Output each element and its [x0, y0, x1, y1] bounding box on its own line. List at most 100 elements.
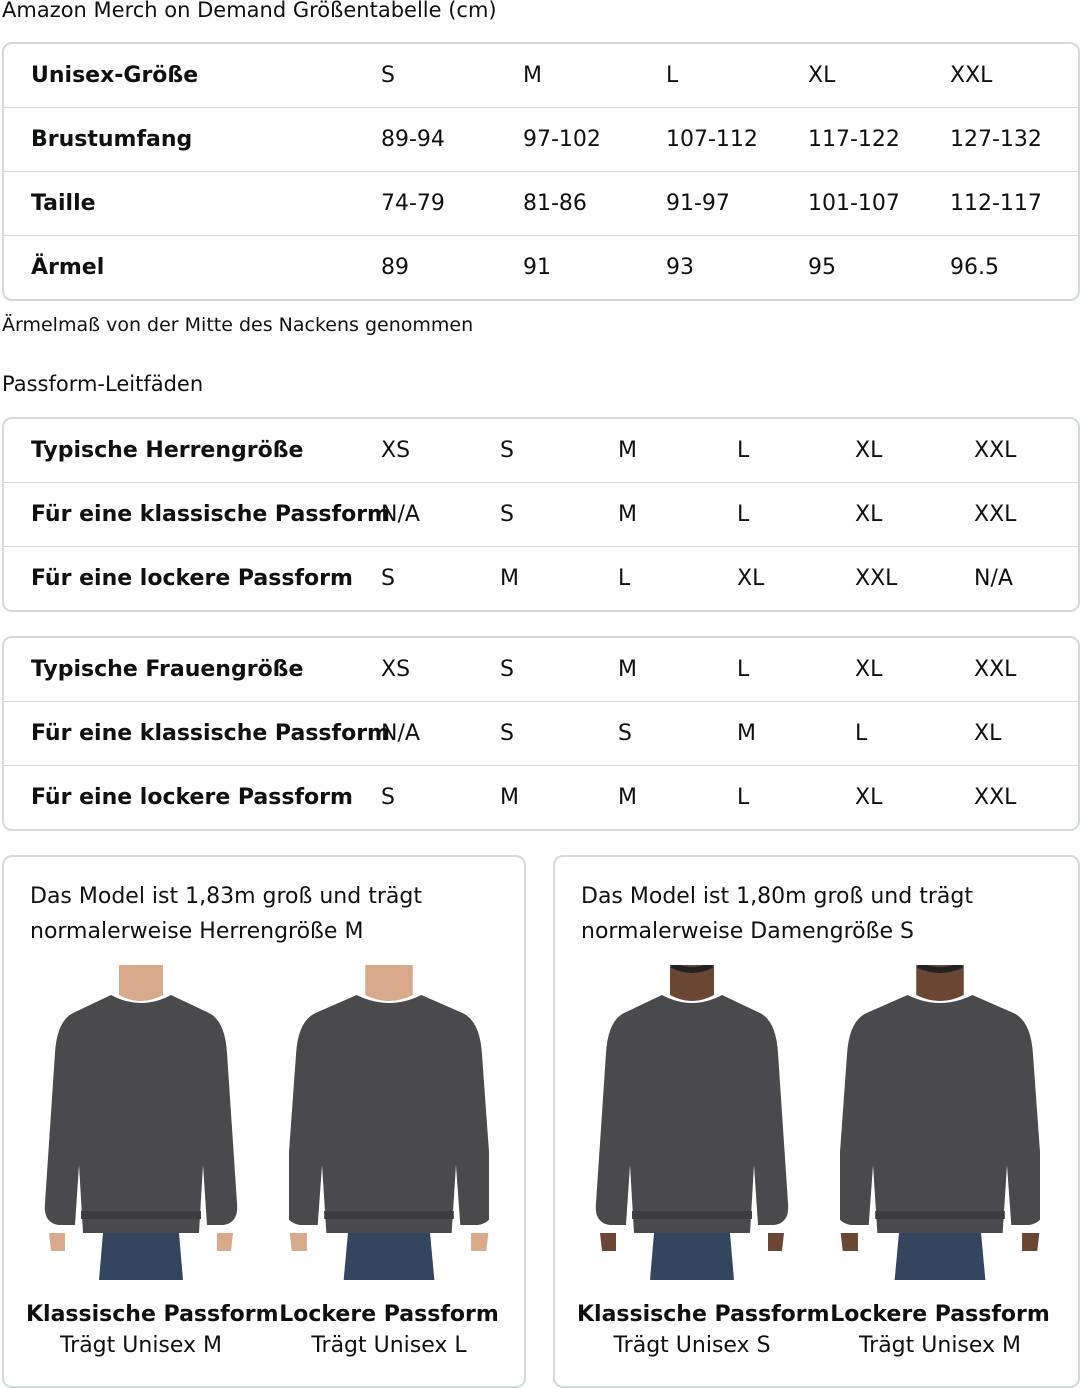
table-cell: 101-107 [808, 191, 900, 216]
row-label: Typische Frauengröße [31, 657, 304, 682]
table-cell: S [500, 502, 514, 527]
row-label: Unisex-Größe [31, 63, 199, 88]
table-cell: XL [855, 657, 883, 682]
fit-subtitle: Trägt Unisex M [59, 1333, 223, 1358]
table-cell: L [737, 785, 750, 810]
fit-subtitle: Trägt Unisex L [311, 1333, 467, 1358]
model-photo [595, 965, 789, 1280]
table-cell: S [500, 721, 514, 746]
table-cell: XS [381, 438, 411, 463]
description-line: normalerweise Herrengröße M [30, 919, 364, 944]
table-cell: L [855, 721, 868, 746]
table-cell: 107-112 [666, 127, 758, 152]
table-cell: XL [855, 785, 883, 810]
table-cell: 127-132 [950, 127, 1042, 152]
table-cell: XL [855, 438, 883, 463]
model-description: Das Model ist 1,83m groß und trägt normal… [30, 879, 500, 949]
table-cell: S [381, 566, 395, 591]
model-photo [289, 965, 489, 1280]
row-label: Typische Herrengröße [31, 438, 304, 463]
model-photo [44, 965, 238, 1280]
table-cell: XXL [974, 438, 1017, 463]
table-cell: XXL [974, 657, 1017, 682]
table-cell: XXL [974, 785, 1017, 810]
table-cell: L [737, 657, 750, 682]
table-cell: S [500, 657, 514, 682]
table-cell: S [381, 785, 395, 810]
row-label: Für eine klassische Passform [31, 502, 390, 527]
row-label: Für eine klassische Passform [31, 721, 390, 746]
table-row: Typische Herrengröße XS S M L XL XXL [4, 419, 1078, 482]
table-cell: L [666, 63, 679, 88]
table-cell: N/A [381, 502, 420, 527]
row-label: Brustumfang [31, 127, 193, 152]
fit-title: Lockere Passform [279, 1302, 499, 1327]
table-cell: M [523, 63, 542, 88]
table-row: Taille 74-79 81-86 91-97 101-107 112-117 [4, 171, 1078, 235]
table-cell: 93 [666, 255, 694, 280]
table-cell: M [500, 566, 519, 591]
model-photo [840, 965, 1040, 1280]
table-cell: 89-94 [381, 127, 445, 152]
row-label: Für eine lockere Passform [31, 785, 353, 810]
size-table: Unisex-Größe S M L XL XXL Brustumfang 89-94 97-1… [2, 42, 1080, 301]
table-cell: L [737, 502, 750, 527]
table-cell: M [618, 438, 637, 463]
table-cell: XL [808, 63, 836, 88]
table-cell: 112-117 [950, 191, 1042, 216]
fit-heading: Passform-Leitfäden [2, 372, 204, 396]
table-row: Für eine lockere Passform S M L XL XXL N/A [4, 546, 1078, 610]
table-cell: 117-122 [808, 127, 900, 152]
women-fit-table: Typische Frauengröße XS S M L XL XXL Für eine k… [2, 636, 1080, 831]
table-row: Ärmel 89 91 93 95 96.5 [4, 235, 1078, 299]
fit-title: Klassische Passform [577, 1302, 830, 1327]
sleeve-note: Ärmelmaß von der Mitte des Nackens genom… [2, 314, 474, 336]
description-line: Das Model ist 1,80m groß und trägt [581, 884, 973, 909]
table-cell: M [618, 657, 637, 682]
table-cell: M [500, 785, 519, 810]
table-cell: N/A [974, 566, 1013, 591]
women-model-card: Das Model ist 1,80m groß und trägt normal… [553, 855, 1080, 1388]
men-model-card: Das Model ist 1,83m groß und trägt normal… [2, 855, 526, 1388]
table-row: Brustumfang 89-94 97-102 107-112 117-122 127-… [4, 107, 1078, 171]
table-row: Unisex-Größe S M L XL XXL [4, 44, 1078, 107]
table-cell: XXL [974, 502, 1017, 527]
table-cell: 89 [381, 255, 409, 280]
table-cell: 81-86 [523, 191, 587, 216]
table-row: Für eine klassische Passform N/A S S M L XL [4, 701, 1078, 765]
table-cell: XL [974, 721, 1002, 746]
fit-subtitle: Trägt Unisex S [613, 1333, 771, 1358]
table-cell: XL [737, 566, 765, 591]
fit-title: Klassische Passform [26, 1302, 279, 1327]
table-cell: 91-97 [666, 191, 730, 216]
men-fit-table: Typische Herrengröße XS S M L XL XXL Für eine k… [2, 417, 1080, 612]
table-cell: 96.5 [950, 255, 999, 280]
table-cell: S [381, 63, 395, 88]
model-description: Das Model ist 1,80m groß und trägt normal… [581, 879, 1051, 949]
fit-figure: Lockere Passform Trägt Unisex M [825, 965, 1055, 1358]
table-cell: XXL [855, 566, 898, 591]
table-cell: XXL [950, 63, 993, 88]
table-row: Für eine klassische Passform N/A S M L XL XXL [4, 482, 1078, 546]
description-line: normalerweise Damengröße S [581, 919, 914, 944]
fit-figure: Lockere Passform Trägt Unisex L [274, 965, 504, 1358]
row-label: Taille [31, 191, 96, 216]
row-label: Für eine lockere Passform [31, 566, 353, 591]
row-label: Ärmel [31, 255, 105, 280]
table-cell: L [618, 566, 631, 591]
description-line: Das Model ist 1,83m groß und trägt [30, 884, 422, 909]
table-cell: 74-79 [381, 191, 445, 216]
table-row: Für eine lockere Passform S M M L XL XXL [4, 765, 1078, 829]
table-cell: XS [381, 657, 411, 682]
table-cell: 97-102 [523, 127, 601, 152]
table-cell: N/A [381, 721, 420, 746]
table-cell: M [618, 785, 637, 810]
table-row: Typische Frauengröße XS S M L XL XXL [4, 638, 1078, 701]
fit-subtitle: Trägt Unisex M [858, 1333, 1022, 1358]
table-cell: L [737, 438, 750, 463]
table-cell: XL [855, 502, 883, 527]
table-cell: 91 [523, 255, 551, 280]
table-cell: M [618, 502, 637, 527]
table-cell: M [737, 721, 756, 746]
fit-figure: Klassische Passform Trägt Unisex S [577, 965, 830, 1358]
